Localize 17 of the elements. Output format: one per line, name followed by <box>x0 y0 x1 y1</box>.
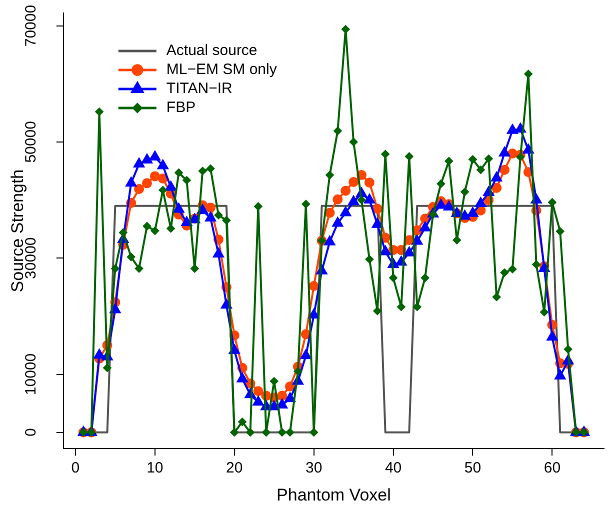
x-tick-label: 0 <box>71 460 80 477</box>
x-tick-label: 30 <box>305 460 322 477</box>
y-tick-label: 50000 <box>22 121 40 163</box>
legend-label: TITAN−IR <box>166 80 233 98</box>
legend-label: ML−EM SM only <box>166 61 278 78</box>
y-tick-label: 70000 <box>22 4 40 47</box>
x-tick-label: 60 <box>544 460 561 477</box>
x-tick-label: 10 <box>146 460 164 477</box>
x-axis-title: Phantom Voxel <box>276 485 391 504</box>
x-tick-label: 40 <box>384 460 402 477</box>
y-tick-label: 10000 <box>22 353 40 396</box>
legend-label: Actual source <box>166 42 258 60</box>
x-tick-label: 50 <box>464 460 482 477</box>
x-tick-label: 20 <box>226 460 243 477</box>
y-tick-label: 30000 <box>22 237 40 279</box>
legend-label: FBP <box>166 99 196 116</box>
y-tick-label: 0 <box>22 428 40 437</box>
